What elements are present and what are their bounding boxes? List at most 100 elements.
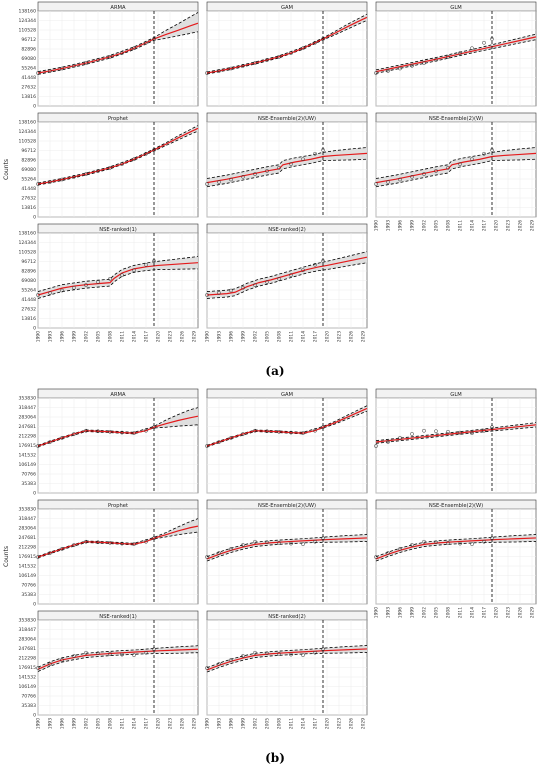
x-tick-label: 2020 (325, 718, 331, 729)
observed-point (398, 547, 402, 551)
observed-point (132, 431, 136, 435)
observed-point (470, 157, 474, 162)
y-axis-title: Counts (3, 546, 10, 567)
observed-point (36, 71, 40, 75)
observed-point (132, 46, 136, 51)
x-tick-label: 2029 (530, 607, 536, 618)
y-tick-label: 110528 (18, 250, 36, 256)
x-tick-label: 1999 (72, 331, 78, 342)
x-tick-label: 2014 (132, 718, 138, 729)
observed-point (229, 288, 233, 293)
y-tick-label: 106149 (18, 462, 36, 468)
x-tick-label: 2026 (518, 607, 524, 618)
observed-point (265, 429, 269, 434)
panel-glm: GLM (374, 1, 537, 107)
observed-point (217, 440, 221, 444)
observed-point (301, 653, 305, 657)
y-tick-label: 141532 (18, 453, 36, 459)
x-tick-label: 2026 (349, 718, 355, 729)
observed-point (289, 430, 293, 435)
observed-point (48, 662, 52, 666)
panel-gam: GAM (205, 388, 368, 494)
fit-line (206, 537, 368, 560)
y-tick-label: 69080 (21, 167, 36, 173)
x-tick-label: 1993 (386, 220, 392, 231)
fit-line (206, 152, 368, 184)
x-tick-label: 1990 (36, 331, 42, 342)
panel-title: GLM (450, 5, 461, 11)
observed-point (84, 172, 88, 176)
y-tick-label: 69080 (21, 56, 36, 62)
observed-point (217, 662, 221, 666)
observed-point (108, 165, 112, 170)
observed-point (132, 268, 136, 273)
observed-point (470, 46, 474, 51)
x-tick-label: 1996 (398, 607, 404, 618)
confidence-ribbon (38, 256, 198, 299)
observed-point (60, 547, 64, 551)
x-tick-label: 2026 (180, 331, 186, 342)
x-tick-label: 2008 (108, 331, 114, 342)
x-tick-label: 2017 (144, 718, 150, 729)
y-tick-label: 124344 (18, 240, 36, 246)
x-tick-label: 2011 (458, 607, 464, 618)
y-tick-label: 0 (33, 602, 36, 608)
y-tick-label: 0 (33, 713, 36, 719)
observed-point (205, 71, 209, 75)
x-tick-label: 2005 (434, 220, 440, 231)
y-tick-label: 0 (33, 104, 36, 110)
y-tick-label: 353830 (18, 618, 36, 624)
y-tick-label: 110528 (18, 28, 36, 34)
observed-point (229, 66, 233, 71)
observed-point (446, 54, 450, 59)
y-tick-label: 27632 (21, 196, 36, 202)
panel-title: NSE-Ensemble(2)(UW) (258, 116, 316, 122)
observed-point (313, 650, 317, 655)
observed-point (229, 547, 233, 551)
y-tick-label: 96712 (21, 259, 36, 265)
observed-point (72, 63, 76, 68)
x-tick-label: 2020 (325, 331, 331, 342)
observed-point (217, 551, 221, 555)
y-tick-label: 70766 (21, 472, 36, 478)
observed-point (241, 285, 245, 290)
observed-point (253, 539, 257, 544)
observed-point (72, 432, 76, 436)
x-tick-label: 2014 (470, 220, 476, 231)
observed-point (96, 58, 100, 62)
observed-point (36, 444, 40, 448)
fit-line (37, 22, 199, 74)
y-tick-label: 0 (33, 215, 36, 221)
observed-point (289, 162, 293, 166)
x-tick-label: 1996 (229, 331, 235, 342)
upper-bound-line (37, 125, 199, 184)
y-tick-label: 35383 (21, 703, 36, 709)
observed-point (289, 541, 293, 546)
x-tick-label: 2023 (506, 220, 512, 231)
x-tick-label: 2023 (168, 718, 174, 729)
observed-point (132, 157, 136, 162)
x-tick-label: 2017 (482, 220, 488, 231)
observed-point (108, 651, 112, 656)
panel-nse-ensemble-2-uw-: NSE-Ensemble(2)(UW) (205, 499, 368, 605)
x-tick-label: 2029 (192, 331, 198, 342)
observed-point (96, 429, 100, 434)
chart-group-b: ARMA 0 35383 70766 106149 141532 176915 212298 2… (3, 388, 537, 729)
x-tick-label: 1999 (241, 718, 247, 729)
y-tick-label: 70766 (21, 694, 36, 700)
observed-point (386, 69, 390, 73)
lower-bound-line (206, 541, 368, 562)
lower-bound-line (375, 158, 537, 188)
upper-bound-line (375, 534, 537, 558)
lower-bound-line (206, 158, 368, 188)
x-tick-label: 1996 (60, 331, 66, 342)
observed-point (253, 650, 257, 655)
observed-point (60, 66, 64, 71)
panel-nse-ranked-1-: NSE-ranked(1) 0 13816 27632 41448 55264 69080 8… (18, 223, 199, 342)
x-tick-label: 2008 (277, 331, 283, 342)
x-tick-label: 2008 (446, 607, 452, 618)
caption-a: (a) (265, 364, 285, 378)
panel-title: NSE-Ensemble(2)(UW) (258, 503, 316, 509)
observed-point (253, 428, 257, 433)
lower-bound-line (37, 652, 199, 672)
